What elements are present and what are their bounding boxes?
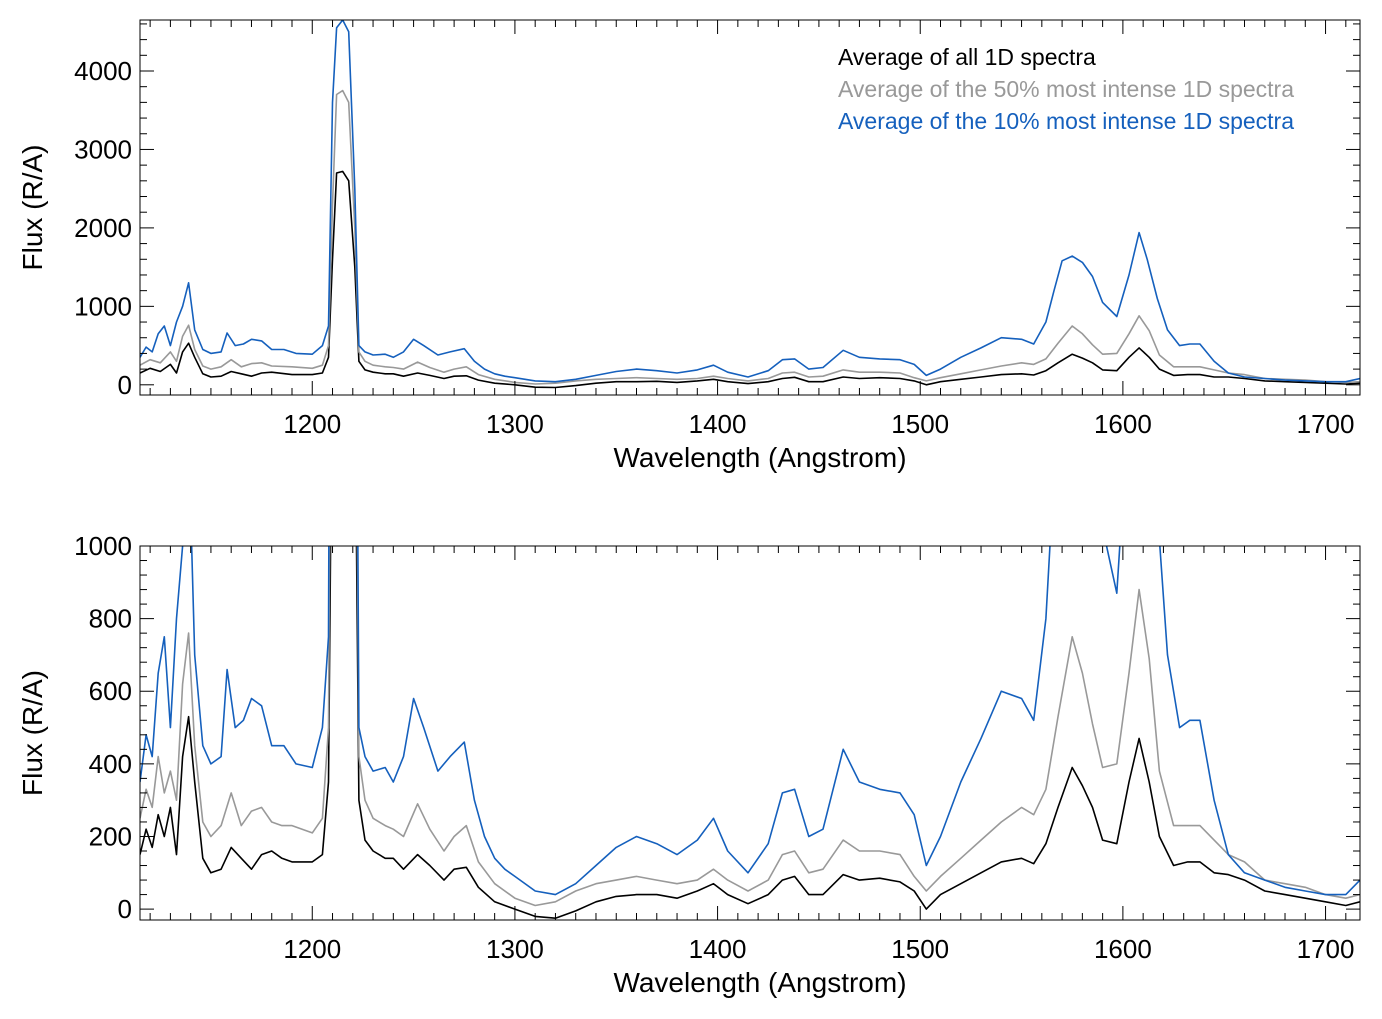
legend-entry-1: Average of all 1D spectra: [838, 44, 1096, 70]
x-tick-label: 1500: [891, 934, 949, 964]
y-tick-label: 0: [118, 370, 132, 400]
legend: Average of all 1D spectra Average of the …: [838, 44, 1294, 134]
x-tick-label: 1500: [891, 409, 949, 439]
series-line-2: [140, 89, 1360, 385]
x-tick-label: 1600: [1094, 934, 1152, 964]
x-tick-label: 1300: [486, 409, 544, 439]
plot-frame: [139, 19, 1361, 396]
x-tick-label: 1600: [1094, 409, 1152, 439]
y-tick-label: 800: [89, 604, 132, 634]
x-tick-label: 1200: [283, 409, 341, 439]
x-tick-label: 1700: [1297, 934, 1355, 964]
series-line-2: [140, 546, 1360, 907]
x-axis-label: Wavelength (Angstrom): [613, 967, 906, 998]
y-tick-label: 1000: [74, 291, 132, 321]
y-axis-label: Flux (R/A): [17, 670, 48, 796]
panel-1: 1200 1300 1400 1500 1600 1700 0 1000 2000 3000 400…: [17, 19, 1361, 473]
legend-entry-2: Average of the 50% most intense 1D spect…: [838, 76, 1294, 102]
y-tick-label: 400: [89, 749, 132, 779]
x-axis-label: Wavelength (Angstrom): [613, 442, 906, 473]
series-group: [140, 546, 1360, 920]
x-tick-label: 1400: [689, 409, 747, 439]
panel-2: 1200 1300 1400 1500 1600 1700 0 200 400 600 800 100…: [17, 531, 1361, 998]
x-tick-label: 1200: [283, 934, 341, 964]
series-group: [140, 20, 1360, 389]
series-line-3: [140, 20, 1360, 383]
x-tick-label: 1400: [689, 934, 747, 964]
y-tick-label: 4000: [74, 56, 132, 86]
x-tick-label: 1300: [486, 934, 544, 964]
series-line-1: [140, 546, 1360, 920]
y-tick-label: 0: [118, 894, 132, 924]
y-tick-label: 1000: [74, 531, 132, 561]
y-axis-label: Flux (R/A): [17, 145, 48, 271]
series-line-3: [140, 546, 1360, 896]
y-tick-label: 200: [89, 821, 132, 851]
legend-entry-3: Average of the 10% most intense 1D spect…: [838, 108, 1294, 134]
series-line-1: [140, 170, 1360, 389]
x-tick-label: 1700: [1297, 409, 1355, 439]
plot-frame: [139, 545, 1361, 921]
y-tick-label: 3000: [74, 134, 132, 164]
y-tick-label: 2000: [74, 213, 132, 243]
y-tick-label: 600: [89, 676, 132, 706]
